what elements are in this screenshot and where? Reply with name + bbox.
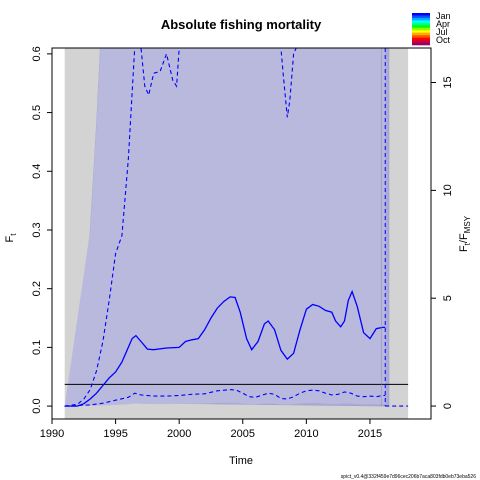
series-f-estimate <box>64 289 386 407</box>
legend-swatch <box>412 40 430 43</box>
x-tick-label: 1990 <box>40 428 64 440</box>
x-tick-label: 2000 <box>167 428 191 440</box>
x-tick-label: 1995 <box>103 428 127 440</box>
y2-tick-label: 5 <box>442 295 454 301</box>
y-tick-label: 0.2 <box>31 281 43 296</box>
legend-label: Jul <box>436 27 448 37</box>
legend-label: Apr <box>436 19 450 29</box>
footnote: spict_v0.4@332f459e7d96cec206b7aca803fdb… <box>341 474 476 480</box>
x-axis-label: Time <box>229 455 253 467</box>
legend-swatch <box>412 37 430 41</box>
series-upper-ci <box>64 47 386 407</box>
y-axis-label-right: Ft/FMSY <box>458 215 472 252</box>
legend-swatch <box>412 30 430 33</box>
legend-swatch <box>412 22 430 26</box>
y2-tick-label: 15 <box>442 76 454 88</box>
series-lower-ci <box>64 389 386 407</box>
x-tick-label: 2010 <box>294 428 318 440</box>
legend-label: Jan <box>436 11 451 21</box>
y-tick-label: 0.0 <box>31 398 43 413</box>
legend-swatch <box>412 27 430 31</box>
y-tick-label: 0.3 <box>31 222 43 237</box>
y-tick-label: 0.1 <box>31 340 43 355</box>
legend-swatch <box>412 15 430 19</box>
ci-band <box>64 48 386 407</box>
axes: 1990 1995 2000 2005 2010 2015 0.0 0.1 0.2 0.3 0.4 0… <box>31 46 454 440</box>
chart-title: Absolute fishing mortality <box>161 17 322 32</box>
legend-swatch <box>412 13 430 16</box>
x-tick-label: 2015 <box>358 428 382 440</box>
plot-area <box>63 47 409 419</box>
plot-frame <box>51 47 432 420</box>
legend-label: Oct <box>436 35 451 45</box>
legend-swatch <box>412 17 430 21</box>
y-tick-label: 0.6 <box>31 46 43 61</box>
x-tick-label: 2005 <box>231 428 255 440</box>
y2-tick-label: 10 <box>442 184 454 196</box>
y-tick-label: 0.5 <box>31 105 43 120</box>
y-tick-label: 0.4 <box>31 164 43 179</box>
y-axis-label-left: Ft <box>4 233 18 243</box>
legend-swatch <box>412 25 430 29</box>
legend-swatch <box>412 32 430 36</box>
legend-swatch <box>412 35 430 38</box>
y2-tick-label: 0 <box>442 403 454 409</box>
legend-swatch <box>412 42 430 46</box>
legend-swatch <box>412 20 430 24</box>
